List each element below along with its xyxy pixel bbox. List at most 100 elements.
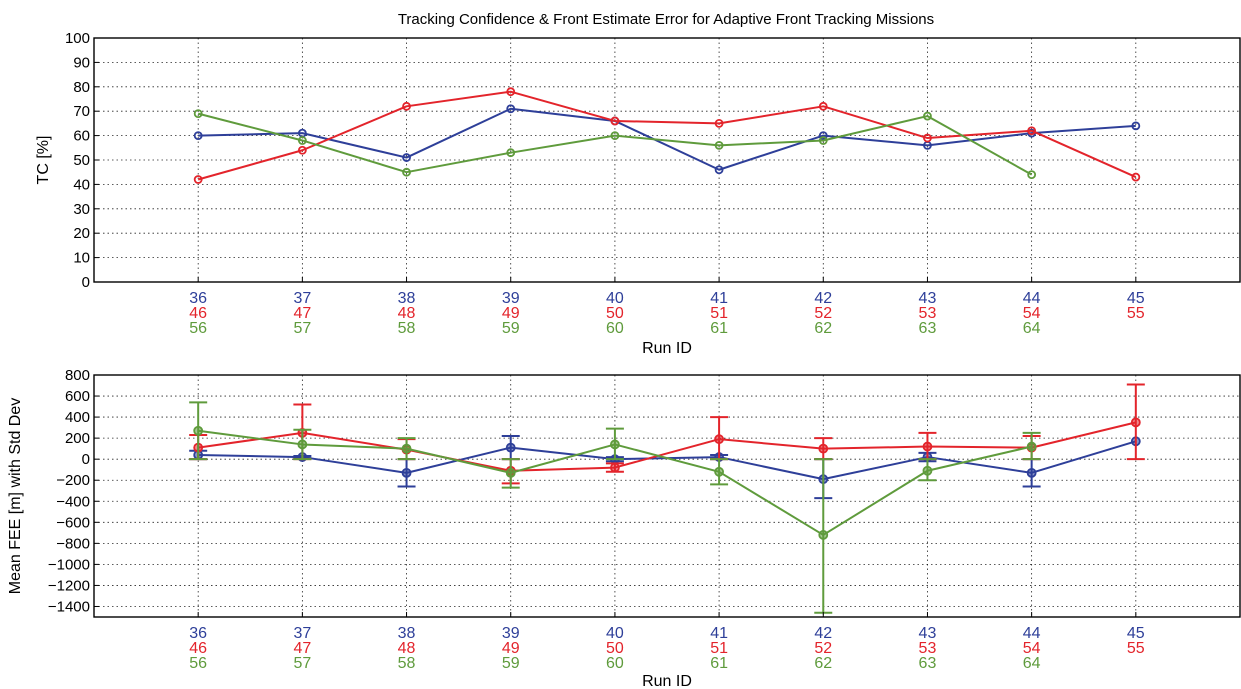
tc-run-id-label: 64 — [1023, 320, 1041, 337]
tc-point-green — [818, 136, 828, 145]
tc-point-blue — [714, 165, 724, 175]
tc-run-id-label: 39 — [502, 290, 520, 307]
tc-point-green — [297, 136, 307, 145]
tc-run-id-label: 53 — [919, 305, 937, 322]
tc-run-id-label: 48 — [398, 305, 416, 322]
tc-y-tick-label: 90 — [73, 54, 90, 71]
fee-y-tick-label: −800 — [56, 535, 90, 552]
tc-y-tick-label: 10 — [73, 250, 90, 267]
tc-run-id-label: 55 — [1127, 305, 1145, 322]
tc-y-tick-label: 30 — [73, 201, 90, 218]
tc-point-red — [1027, 126, 1037, 136]
fee-run-id-label: 41 — [710, 625, 728, 642]
tc-series-line-green — [197, 112, 1033, 176]
fee-point-green — [610, 439, 620, 450]
fee-grid — [94, 375, 1240, 617]
tc-point-green — [1027, 170, 1037, 180]
fee-run-id-label: 36 — [189, 625, 207, 642]
fee-point-green — [297, 439, 308, 450]
tc-y-tick-label: 0 — [82, 274, 90, 291]
tc-run-id-label: 51 — [710, 305, 728, 322]
fee-y-tick-label: −1000 — [48, 556, 90, 573]
fee-point-green — [818, 530, 829, 540]
fee-run-id-label: 47 — [293, 640, 311, 657]
fee-run-id-label: 45 — [1127, 625, 1145, 642]
tc-point-blue — [193, 131, 203, 141]
fee-run-id-label: 56 — [189, 655, 207, 672]
tc-run-id-label: 54 — [1023, 305, 1041, 322]
fee-series-line-red — [198, 421, 1137, 472]
tc-point-blue — [506, 104, 516, 114]
fee-y-tick-label: −600 — [56, 514, 90, 531]
tc-run-id-label: 37 — [293, 290, 311, 307]
fee-point-blue — [1026, 467, 1037, 478]
tc-run-id-label: 46 — [189, 305, 207, 322]
fee-point-red — [714, 434, 724, 445]
fee-run-id-label: 55 — [1127, 640, 1145, 657]
fee-run-id-label: 51 — [710, 640, 728, 657]
fee-run-id-label: 52 — [814, 640, 832, 657]
fee-y-tick-label: −200 — [56, 472, 90, 489]
fee-point-red — [1130, 417, 1141, 428]
tc-run-id-label: 58 — [398, 320, 416, 337]
fee-y-tick-label: 400 — [65, 409, 90, 426]
fee-point-green — [193, 425, 204, 436]
tc-point-red — [506, 87, 516, 97]
tc-run-id-label: 36 — [189, 290, 207, 307]
fee-y-tick-label: −1200 — [48, 577, 90, 594]
tc-y-tick-label: 20 — [73, 225, 90, 242]
fee-run-id-label: 60 — [606, 655, 624, 672]
fee-run-id-label: 43 — [919, 625, 937, 642]
tc-point-red — [714, 119, 724, 128]
tc-run-id-label: 44 — [1023, 290, 1041, 307]
fee-point-green — [922, 465, 933, 476]
tc-y-tick-label: 50 — [73, 152, 90, 169]
fee-run-id-label: 38 — [398, 625, 416, 642]
tc-point-red — [818, 101, 828, 111]
fee-point-green — [401, 443, 412, 454]
fee-run-id-label: 37 — [293, 625, 311, 642]
tc-series-line-blue — [198, 107, 1136, 171]
tc-run-id-label: 49 — [502, 305, 520, 322]
fee-y-axis-label: Mean FEE [m] with Std Dev — [7, 398, 24, 595]
fee-run-id-label: 42 — [814, 625, 832, 642]
fee-run-id-label: 48 — [398, 640, 416, 657]
fee-run-id-label: 57 — [293, 655, 311, 672]
fee-run-id-label: 59 — [502, 655, 520, 672]
tc-point-green — [714, 140, 724, 150]
tc-point-red — [193, 175, 203, 184]
tc-y-ticks: 0 10 20 30 40 50 60 70 80 90 100 — [65, 30, 99, 291]
fee-point-red — [818, 443, 829, 454]
tc-run-id-label: 52 — [814, 305, 832, 322]
tc-run-id-label: 41 — [710, 290, 728, 307]
tc-point-red — [297, 145, 307, 155]
tc-point-green — [610, 131, 620, 141]
tc-x-axis-label: Run ID — [642, 340, 692, 357]
tc-run-id-label: 50 — [606, 305, 624, 322]
fee-y-tick-label: 800 — [65, 367, 90, 384]
fee-y-ticks: −1400 −1200 −1000 −800 −600 −400 −200 0 200 400 60… — [48, 367, 99, 615]
tc-point-green — [506, 148, 516, 158]
fee-run-id-label: 39 — [502, 625, 520, 642]
fee-series — [189, 383, 1145, 614]
fee-y-tick-label: −400 — [56, 493, 90, 510]
fee-y-tick-label: 600 — [65, 388, 90, 405]
tc-point-red — [402, 101, 411, 111]
fee-run-id-label: 54 — [1023, 640, 1041, 657]
fee-point-blue — [401, 467, 412, 478]
tc-point-green — [923, 111, 932, 121]
fee-run-id-label: 58 — [398, 655, 416, 672]
fee-point-red — [922, 441, 933, 452]
fee-point-red — [610, 462, 620, 473]
chart-title: Tracking Confidence & Front Estimate Err… — [398, 11, 934, 28]
tc-grid — [94, 38, 1240, 282]
tc-point-blue — [1131, 121, 1141, 131]
fee-run-id-label: 61 — [710, 655, 728, 672]
fee-point-green — [505, 467, 516, 478]
tc-y-tick-label: 100 — [65, 30, 90, 47]
tc-run-id-label: 47 — [293, 305, 311, 322]
